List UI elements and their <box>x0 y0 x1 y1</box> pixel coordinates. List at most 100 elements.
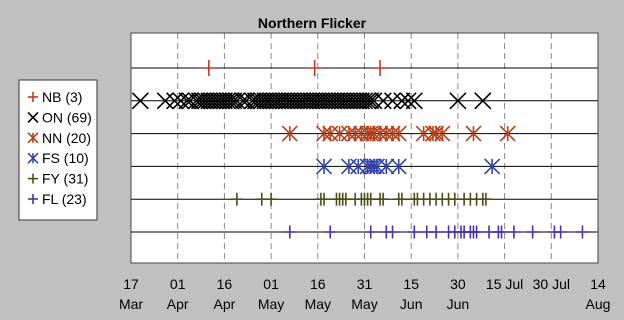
x-tick-label: 30 <box>450 276 466 292</box>
data-point-d2 <box>278 92 296 110</box>
data-point-d2 <box>156 92 174 110</box>
x-tick-label: 14 <box>590 276 606 292</box>
data-point-d2 <box>355 92 374 110</box>
data-point-d2 <box>200 92 218 110</box>
data-point-d2 <box>131 92 149 110</box>
data-point-d2 <box>259 92 277 110</box>
data-point-d2 <box>343 92 361 110</box>
legend-item: FS (10) <box>27 150 89 166</box>
data-point-d2 <box>290 92 308 110</box>
data-point-d2 <box>293 92 311 110</box>
legend-label: NB (3) <box>42 89 82 105</box>
legend-label: FS (10) <box>42 150 89 166</box>
legend-marker-d2 <box>27 111 39 123</box>
data-point-d2 <box>212 92 230 110</box>
data-point-d2 <box>222 92 240 110</box>
data-point-d2 <box>181 92 199 110</box>
legend-label: FL (23) <box>42 191 87 207</box>
legend: NB (3) ON (69) NN (20) FS (10) FY (31) FL (23… <box>18 79 98 221</box>
legend-item: FL (23) <box>28 191 87 207</box>
legend-box <box>18 79 98 221</box>
data-point-d2 <box>337 92 355 110</box>
data-point-d2 <box>228 92 246 110</box>
data-point-d2 <box>215 92 233 110</box>
legend-item: ON (69) <box>27 109 92 125</box>
x-tick-month-label: May <box>351 296 377 312</box>
x-tick-month-label: Mar <box>119 296 143 312</box>
data-point-d2 <box>284 92 302 110</box>
x-tick-month-label: Apr <box>167 296 189 312</box>
data-point-d2 <box>374 92 392 110</box>
data-point-d2 <box>324 92 342 110</box>
data-point-d2 <box>268 92 286 110</box>
data-point-d2 <box>194 92 212 110</box>
data-point-d2 <box>346 92 364 110</box>
data-point-d2 <box>365 92 383 110</box>
data-point-d2 <box>315 92 333 110</box>
data-point-d2 <box>256 92 274 110</box>
legend-label: NN (20) <box>42 130 91 146</box>
data-point-d2 <box>206 92 224 110</box>
x-tick-label: 31 <box>357 276 373 292</box>
data-point-d2 <box>271 92 290 110</box>
grid-layer <box>177 33 552 263</box>
data-point-d2 <box>197 92 215 110</box>
x-tick-label: 16 <box>217 276 233 292</box>
x-tick-month-label: May <box>305 296 331 312</box>
data-point-d2 <box>340 92 358 110</box>
data-point-d2 <box>172 92 190 110</box>
x-tick-label: 15 Jul <box>486 276 523 292</box>
x-tick-label: 15 <box>403 276 419 292</box>
data-point-d2 <box>281 92 299 110</box>
series-6-marks <box>283 225 589 239</box>
series-3-marks <box>281 125 516 142</box>
legend-item: NN (20) <box>27 130 91 146</box>
data-point-d2 <box>225 92 243 110</box>
series-4-marks <box>315 158 501 175</box>
data-point-d2 <box>318 92 336 110</box>
legend-item: FY (31) <box>28 171 88 187</box>
x-tick-label: 01 <box>263 276 279 292</box>
data-point-d2 <box>349 92 367 110</box>
data-marks <box>131 60 589 239</box>
data-point-d2 <box>287 92 305 110</box>
data-point-d2 <box>265 92 283 110</box>
plot-border <box>130 32 599 264</box>
data-point-d2 <box>399 92 417 110</box>
data-point-d2 <box>237 92 255 110</box>
x-tick-label: 30 Jul <box>533 276 570 292</box>
x-tick-month-label: May <box>258 296 284 312</box>
data-point-d2 <box>243 92 261 110</box>
data-point-d2 <box>359 92 377 110</box>
data-point-d2 <box>331 92 349 110</box>
x-tick-month-label: Aug <box>586 296 611 312</box>
data-point-d2 <box>327 92 346 110</box>
data-point-d2 <box>203 92 221 110</box>
data-point-d2 <box>405 92 423 110</box>
data-point-d2 <box>209 92 227 110</box>
data-point-d2 <box>362 92 380 110</box>
data-point-d2 <box>218 92 237 110</box>
chart-title: Northern Flicker <box>258 15 367 31</box>
data-point-d2 <box>166 92 184 110</box>
data-point-d2 <box>303 92 321 110</box>
data-point-d2 <box>296 92 314 110</box>
x-tick-month-label: Jun <box>400 296 423 312</box>
data-point-d2 <box>299 92 318 110</box>
data-point-d2 <box>393 92 411 110</box>
data-point-d2 <box>253 92 271 110</box>
x-tick-month-label: Apr <box>214 296 236 312</box>
data-point-d2 <box>250 92 268 110</box>
series-5-marks <box>230 192 493 206</box>
data-point-d2 <box>474 92 492 110</box>
data-point-d2 <box>449 92 467 110</box>
data-point-d2 <box>306 92 324 110</box>
data-point-d2 <box>274 92 293 110</box>
data-point-d2 <box>262 92 280 110</box>
series-2-marks <box>131 92 492 110</box>
x-tick-label: 01 <box>170 276 186 292</box>
x-axis-ticks: 17 Mar 01 Apr 16 Apr 01 May 16 May 31 May 15 Jun 30 Jun… <box>119 276 611 312</box>
data-point-d2 <box>321 92 339 110</box>
data-point-d2 <box>190 92 209 110</box>
x-tick-month-label: Jun <box>447 296 470 312</box>
